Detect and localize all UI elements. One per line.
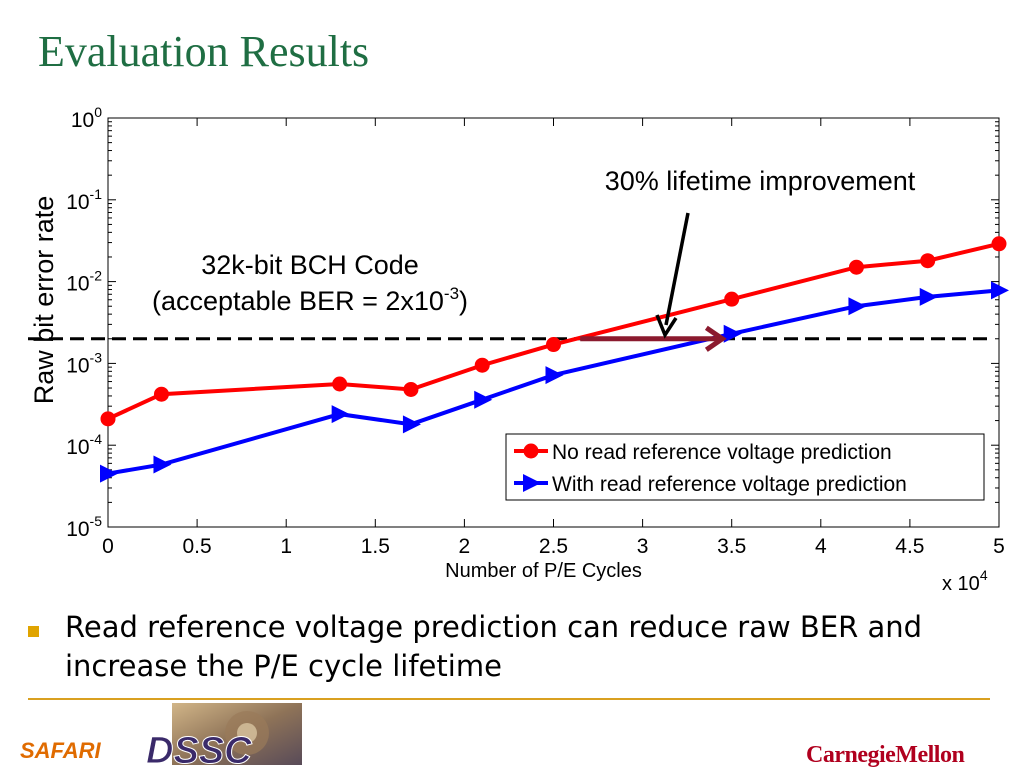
series-line-2 <box>107 288 1000 476</box>
y-tick-label: 10-1 <box>66 186 102 214</box>
data-point-2 <box>474 390 493 409</box>
x-tick-label: 1 <box>280 535 292 558</box>
y-tick-label: 10-5 <box>66 513 102 541</box>
bullet-text: Read reference voltage prediction can re… <box>65 610 923 683</box>
y-axis-label: Raw bit error rate <box>29 196 59 405</box>
data-point-2 <box>723 324 742 343</box>
data-point-1 <box>332 376 348 392</box>
legend-marker <box>523 474 541 492</box>
bch-code-label: 32k-bit BCH Code <box>201 250 419 280</box>
y-tick-label: 10-2 <box>66 268 102 296</box>
data-point-1 <box>100 411 116 427</box>
x-tick-label: 5 <box>993 535 1005 558</box>
pointer-arrow-head <box>655 314 678 339</box>
data-point-2 <box>848 297 867 316</box>
pointer-arrow <box>664 212 690 326</box>
carnegie-mellon-logo: CarnegieMellon <box>806 742 965 768</box>
acceptable-ber-label: (acceptable BER = 2x10-3) <box>152 284 468 316</box>
x-tick-label: 2.5 <box>539 535 568 558</box>
series-line-1 <box>107 241 1000 421</box>
data-point-2 <box>100 464 118 483</box>
x-tick-label: 4 <box>815 535 827 558</box>
x-tick-label: 2 <box>459 535 471 558</box>
data-point-2 <box>991 281 1009 300</box>
data-point-2 <box>545 366 564 385</box>
data-point-2 <box>153 455 172 474</box>
ber-chart: 0 0.5 1 1.5 2 2.5 3 3.5 4 4.5 5 100 10-1 10-2 10-3 10-4… <box>28 104 1009 595</box>
footer-divider <box>28 698 990 700</box>
x-tick-label: 0 <box>102 535 114 558</box>
x-tick-label: 0.5 <box>182 535 211 558</box>
y-tick-label: 10-4 <box>66 431 102 459</box>
y-tick-label: 100 <box>71 104 102 132</box>
data-point-1 <box>920 253 936 269</box>
data-point-2 <box>402 415 421 434</box>
svg-text:DSSC: DSSC <box>146 730 252 765</box>
legend-label: No read reference voltage prediction <box>552 441 892 464</box>
y-tick-label: 10-3 <box>66 349 102 377</box>
x-axis-label: Number of P/E Cycles <box>445 560 642 582</box>
slide-title: Evaluation Results <box>38 27 370 76</box>
x-multiplier-label: x 104 <box>942 567 988 595</box>
legend-marker <box>523 443 539 459</box>
safari-logo: SAFARI <box>20 738 101 763</box>
data-point-1 <box>724 291 740 307</box>
x-tick-label: 3.5 <box>717 535 746 558</box>
data-point-2 <box>919 287 938 306</box>
dssc-logo-icon: DSSC <box>146 703 302 765</box>
data-point-1 <box>403 381 419 397</box>
x-tick-label: 4.5 <box>895 535 924 558</box>
legend-box <box>505 433 985 501</box>
data-point-1 <box>991 236 1007 252</box>
data-point-1 <box>546 337 561 353</box>
improvement-label: 30% lifetime improvement <box>605 166 916 196</box>
legend-label: With read reference voltage prediction <box>552 473 907 496</box>
data-point-2 <box>331 405 350 424</box>
bullet-square-icon <box>28 626 39 637</box>
x-tick-label: 1.5 <box>361 535 390 558</box>
data-point-1 <box>474 357 490 373</box>
improvement-arrow-head <box>704 325 727 352</box>
data-point-1 <box>848 259 864 275</box>
data-point-1 <box>153 386 169 402</box>
x-tick-label: 3 <box>637 535 649 558</box>
